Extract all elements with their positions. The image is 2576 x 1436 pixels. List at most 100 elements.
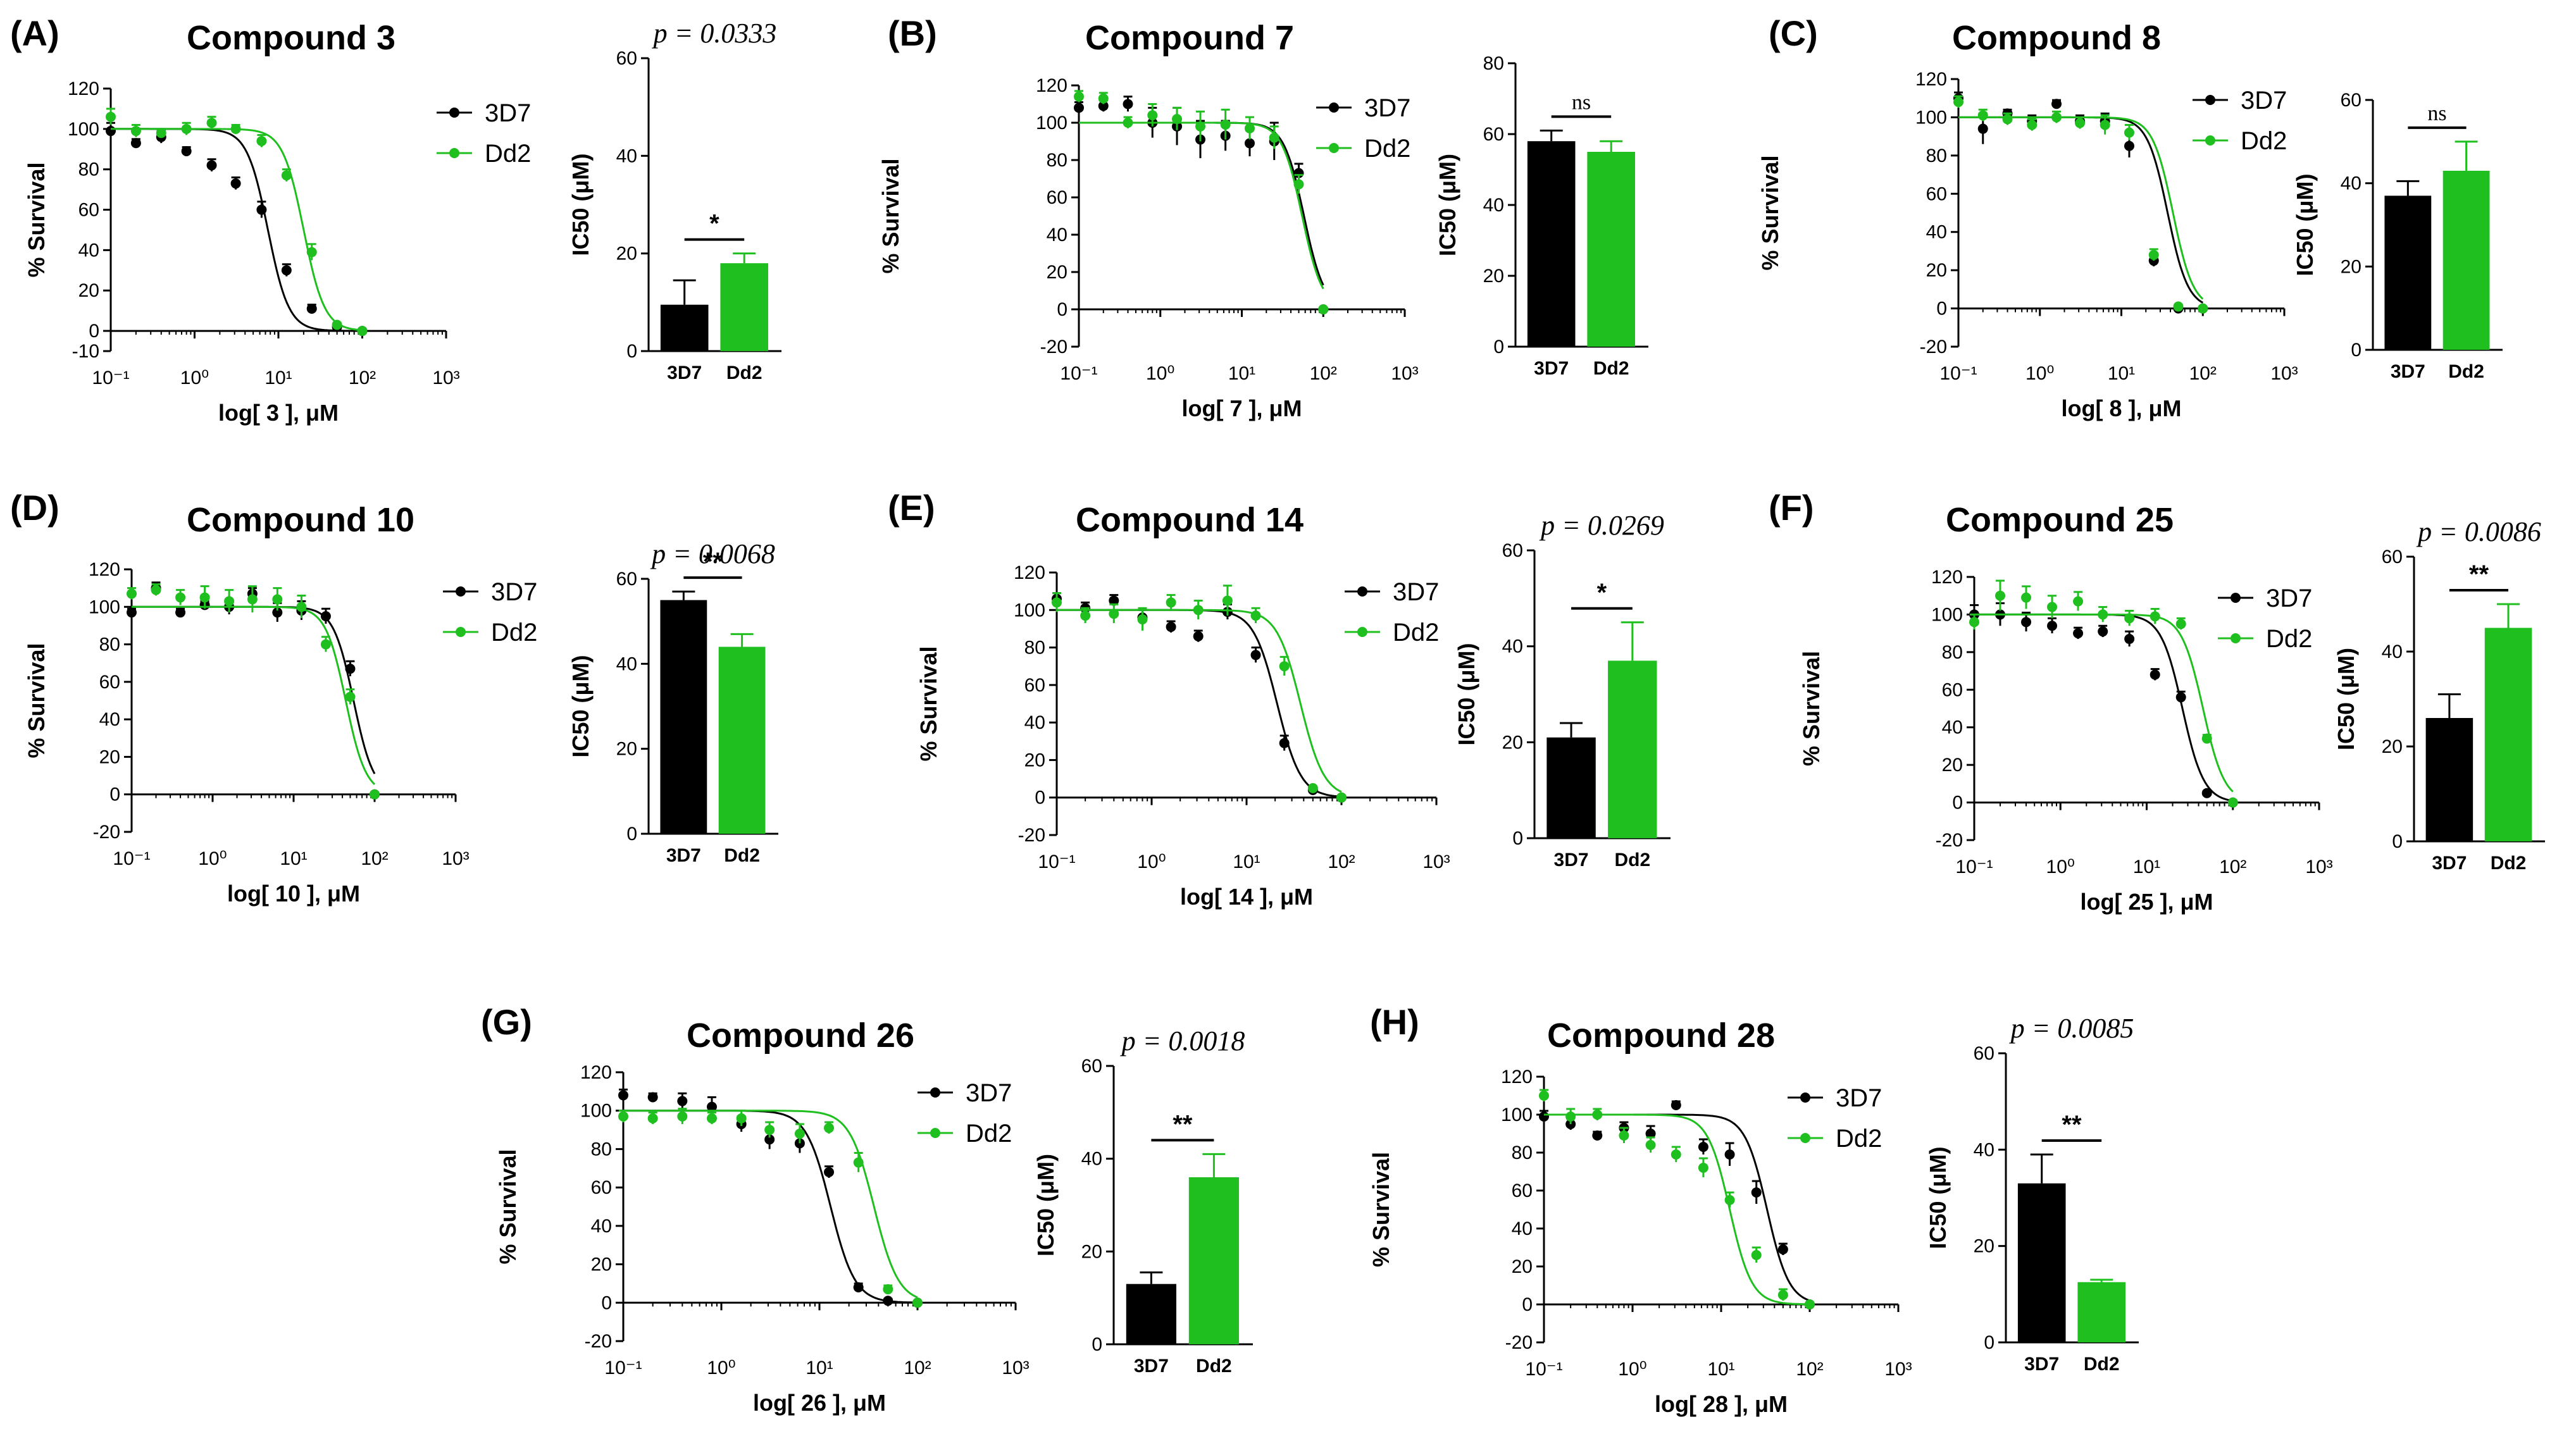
data-point-3D7 — [281, 265, 292, 276]
x-tick-label: 10² — [1796, 1359, 1823, 1380]
data-point-Dd2 — [2124, 613, 2135, 624]
y-tick-label: 100 — [1501, 1105, 1533, 1125]
x-tick-label: 10¹ — [1233, 851, 1260, 872]
y-tick-label: 20 — [1926, 260, 1947, 281]
legend-item-3D7: 3D7 — [443, 578, 537, 606]
bar-3D7 — [660, 304, 709, 351]
data-point-Dd2 — [1279, 661, 1290, 672]
legend-label: 3D7 — [491, 578, 537, 606]
panel-label: (H) — [1370, 1002, 1419, 1042]
series-Dd2 — [1539, 1089, 1815, 1309]
panel-E: (E) Compound 14 -20 0 20 40 60 80 100 120 10⁻¹ 10⁰ 1… — [888, 488, 1671, 910]
bar-y-tick-label: 0 — [2351, 340, 2361, 361]
bar-y-tick-label: 20 — [2341, 256, 2361, 277]
x-tick-label: 10³ — [2270, 363, 2298, 384]
y-tick-label: 0 — [1057, 299, 1067, 320]
x-tick-label: 10² — [361, 848, 388, 869]
y-tick-label: 20 — [1512, 1256, 1533, 1277]
bar-category-label: Dd2 — [1593, 358, 1629, 379]
data-point-Dd2 — [853, 1157, 864, 1168]
data-point-Dd2 — [181, 123, 192, 134]
legend-label: Dd2 — [2266, 625, 2312, 653]
data-point-Dd2 — [1777, 1290, 1788, 1300]
data-point-Dd2 — [1080, 610, 1091, 621]
bar-y-tick-label: 0 — [2392, 831, 2403, 852]
panel-label: (D) — [10, 488, 59, 528]
data-point-Dd2 — [1172, 114, 1183, 125]
x-tick-label: 10¹ — [1707, 1359, 1734, 1380]
data-point-Dd2 — [1166, 597, 1176, 608]
legend-item-Dd2: Dd2 — [918, 1120, 1012, 1148]
y-tick-label: -20 — [1936, 830, 1963, 851]
x-axis-label: log[ 10 ], μM — [227, 881, 360, 907]
y-tick-label: 0 — [1522, 1294, 1533, 1315]
x-tick-label: 10³ — [1002, 1358, 1029, 1378]
bar-Dd2 — [2484, 628, 2532, 841]
bar-y-tick-label: 0 — [1493, 337, 1504, 357]
bar-y-tick-label: 40 — [616, 145, 637, 166]
data-point-Dd2 — [247, 594, 258, 605]
y-tick-label: 120 — [89, 559, 120, 580]
data-point-3D7 — [175, 607, 186, 618]
data-point-3D7 — [2201, 788, 2212, 798]
significance-mark: * — [1597, 579, 1607, 607]
data-point-Dd2 — [1318, 304, 1329, 314]
series-3D7 — [618, 1088, 923, 1308]
p-value: p = 0.0018 — [1120, 1025, 1245, 1056]
panel-C: (C) Compound 8 -20 0 20 40 60 80 100 120 10⁻¹ 10⁰ 10… — [1757, 13, 2503, 421]
data-point-3D7 — [2073, 628, 2084, 639]
panel-title: Compound 10 — [187, 501, 414, 539]
x-tick-label: 10³ — [442, 848, 469, 869]
significance-mark: ** — [1173, 1110, 1193, 1138]
data-point-3D7 — [2175, 692, 2186, 703]
panel-H: (H) Compound 28 -20 0 20 40 60 80 100 120 10⁻¹ 10⁰ 1… — [1368, 1002, 2139, 1417]
bar-y-tick-label: 40 — [1081, 1149, 1102, 1170]
bar-y-tick-label: 60 — [1483, 124, 1504, 145]
data-point-Dd2 — [2047, 602, 2058, 612]
data-point-Dd2 — [256, 136, 267, 146]
bar-y-tick-label: 40 — [1974, 1139, 1994, 1160]
data-point-Dd2 — [2201, 733, 2212, 744]
panel-title: Compound 26 — [687, 1017, 914, 1055]
y-tick-label: 100 — [1915, 107, 1947, 128]
y-tick-label: -20 — [1505, 1332, 1533, 1353]
x-axis-label: log[ 14 ], μM — [1180, 884, 1313, 910]
significance-mark: * — [709, 210, 719, 238]
bar-Dd2 — [718, 647, 766, 834]
significance-mark: ** — [703, 548, 723, 576]
ic50-bar-chart: 0 20 40 60 80 3D7 Dd2 ns IC50 (μM) — [1434, 53, 1648, 379]
data-point-3D7 — [1539, 1111, 1549, 1122]
data-point-Dd2 — [647, 1113, 658, 1123]
data-point-3D7 — [2047, 621, 2058, 631]
x-tick-label: 10² — [1310, 363, 1337, 384]
data-point-Dd2 — [2075, 118, 2086, 128]
bar-y-tick-label: 20 — [616, 739, 637, 760]
data-point-Dd2 — [912, 1297, 923, 1308]
ic50-bar-chart: 0 20 40 60 3D7 Dd2 **p = 0.0068 IC50 (μM) — [568, 538, 778, 866]
dose-response-plot: -20 0 20 40 60 80 100 120 10⁻¹ 10⁰ 10¹ 10² 10³ log[ 1… — [23, 559, 537, 907]
bar-y-tick-label: 0 — [1092, 1334, 1102, 1355]
data-point-Dd2 — [2027, 120, 2038, 130]
legend-marker — [1800, 1133, 1810, 1143]
series-3D7 — [127, 581, 380, 800]
bar-category-label: 3D7 — [1554, 850, 1589, 870]
x-tick-label: 10¹ — [1228, 363, 1255, 384]
dose-response-plot: -20 0 20 40 60 80 100 120 10⁻¹ 10⁰ 10¹ 10² 10³ log[ 1… — [916, 562, 1450, 910]
y-tick-label: 60 — [1024, 675, 1045, 696]
legend-label: Dd2 — [1836, 1125, 1882, 1153]
data-point-3D7 — [1244, 138, 1255, 149]
data-point-Dd2 — [1109, 609, 1119, 619]
data-point-Dd2 — [2002, 114, 2013, 125]
panel-G: (G) Compound 26 -20 0 20 40 60 80 100 120 10⁻¹ 10⁰ 1… — [481, 1002, 1253, 1416]
data-point-Dd2 — [1969, 617, 1979, 628]
legend-item-Dd2: Dd2 — [2218, 625, 2312, 653]
bar-y-tick-label: 20 — [2382, 736, 2403, 757]
y-tick-label: 40 — [1512, 1218, 1533, 1239]
y-tick-label: 40 — [1047, 225, 1067, 245]
x-tick-label: 10¹ — [2108, 363, 2135, 384]
data-point-Dd2 — [618, 1111, 628, 1122]
data-point-Dd2 — [706, 1113, 717, 1123]
legend-item-3D7: 3D7 — [918, 1079, 1012, 1107]
y-tick-label: 40 — [1942, 717, 1963, 738]
data-point-3D7 — [1250, 650, 1261, 660]
